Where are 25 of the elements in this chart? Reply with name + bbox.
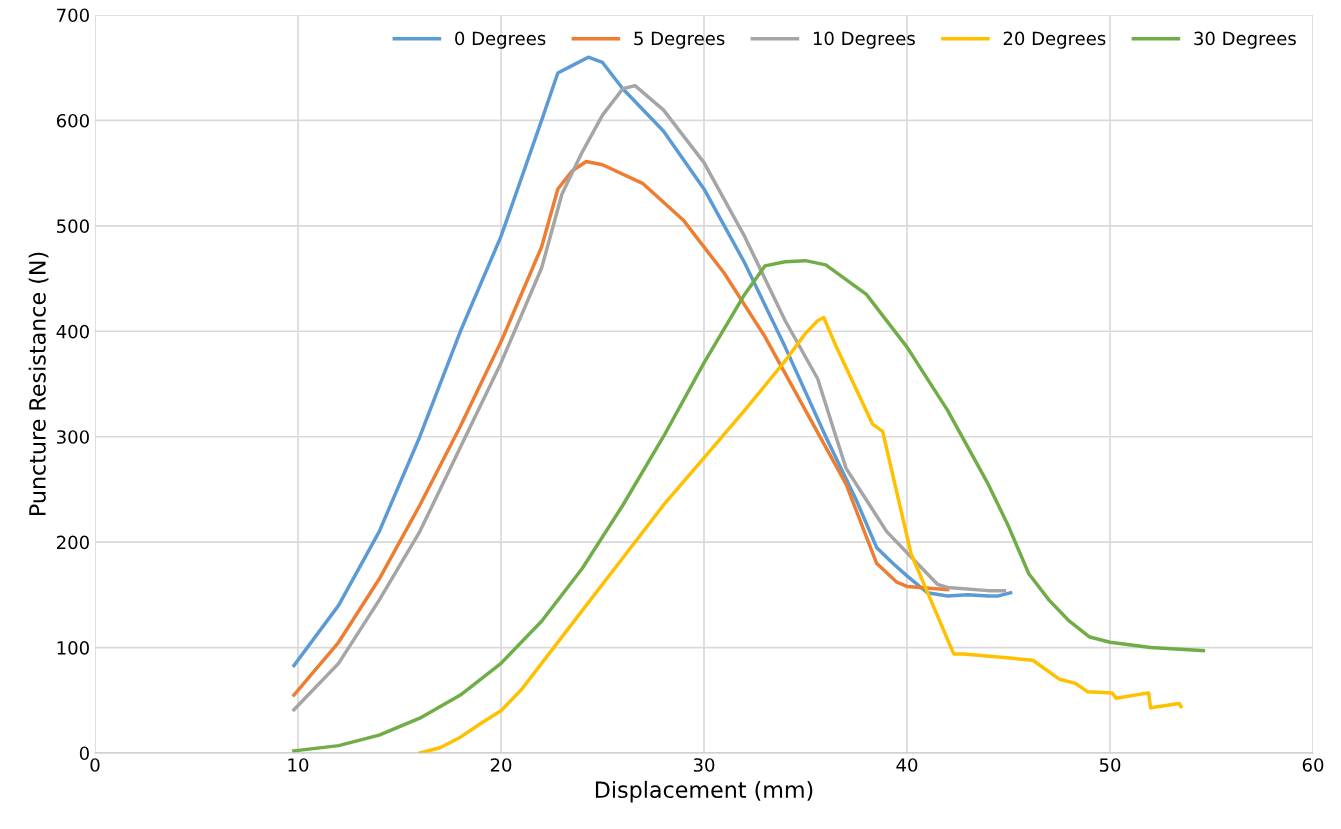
y-tick-label: 200 xyxy=(57,535,89,550)
x-axis-title: Displacement (mm) xyxy=(595,780,813,803)
line-series xyxy=(292,258,1206,753)
x-tick-label: 60 xyxy=(1302,758,1324,772)
x-tick-label: 10 xyxy=(288,758,309,772)
x-tick-label: 20 xyxy=(490,758,512,772)
line-series xyxy=(292,159,950,697)
legend-label: 10 Degrees xyxy=(813,31,915,49)
y-axis-title: Puncture Resistance (N) xyxy=(28,252,49,515)
x-tick-label: 40 xyxy=(896,758,918,772)
y-tick-label: 500 xyxy=(57,219,89,233)
x-tick-label: 0 xyxy=(90,758,100,772)
legend-label: 5 Degrees xyxy=(634,31,725,49)
line-series xyxy=(418,315,1183,753)
legend-label: 20 Degrees xyxy=(1003,31,1106,49)
y-tick-label: 700 xyxy=(57,8,89,23)
legend-label: 0 Degrees xyxy=(455,31,546,49)
legend-label: 30 Degrees xyxy=(1194,31,1296,49)
y-tick-label: 300 xyxy=(57,430,89,444)
y-tick-label: 100 xyxy=(57,641,89,655)
y-tick-label: 0 xyxy=(79,746,89,761)
x-tick-label: 30 xyxy=(693,758,715,772)
y-tick-label: 400 xyxy=(56,324,89,339)
x-tick-label: 50 xyxy=(1099,758,1121,772)
y-tick-label: 600 xyxy=(56,113,89,128)
